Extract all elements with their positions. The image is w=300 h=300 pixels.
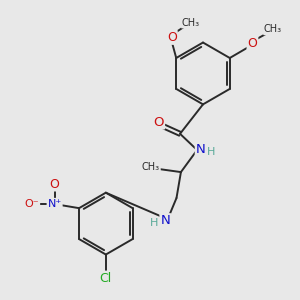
Text: CH₃: CH₃ <box>182 18 200 28</box>
Text: CH₃: CH₃ <box>264 24 282 34</box>
Text: O: O <box>248 37 257 50</box>
Text: O: O <box>154 116 164 128</box>
Text: N: N <box>196 143 206 157</box>
Text: N: N <box>160 214 170 227</box>
Text: N⁺: N⁺ <box>47 199 62 209</box>
Text: O⁻: O⁻ <box>25 199 39 209</box>
Text: CH₃: CH₃ <box>142 162 160 172</box>
Text: O: O <box>167 31 177 44</box>
Text: H: H <box>207 147 215 158</box>
Text: O: O <box>50 178 60 190</box>
Text: Cl: Cl <box>100 272 112 285</box>
Text: H: H <box>150 218 158 228</box>
